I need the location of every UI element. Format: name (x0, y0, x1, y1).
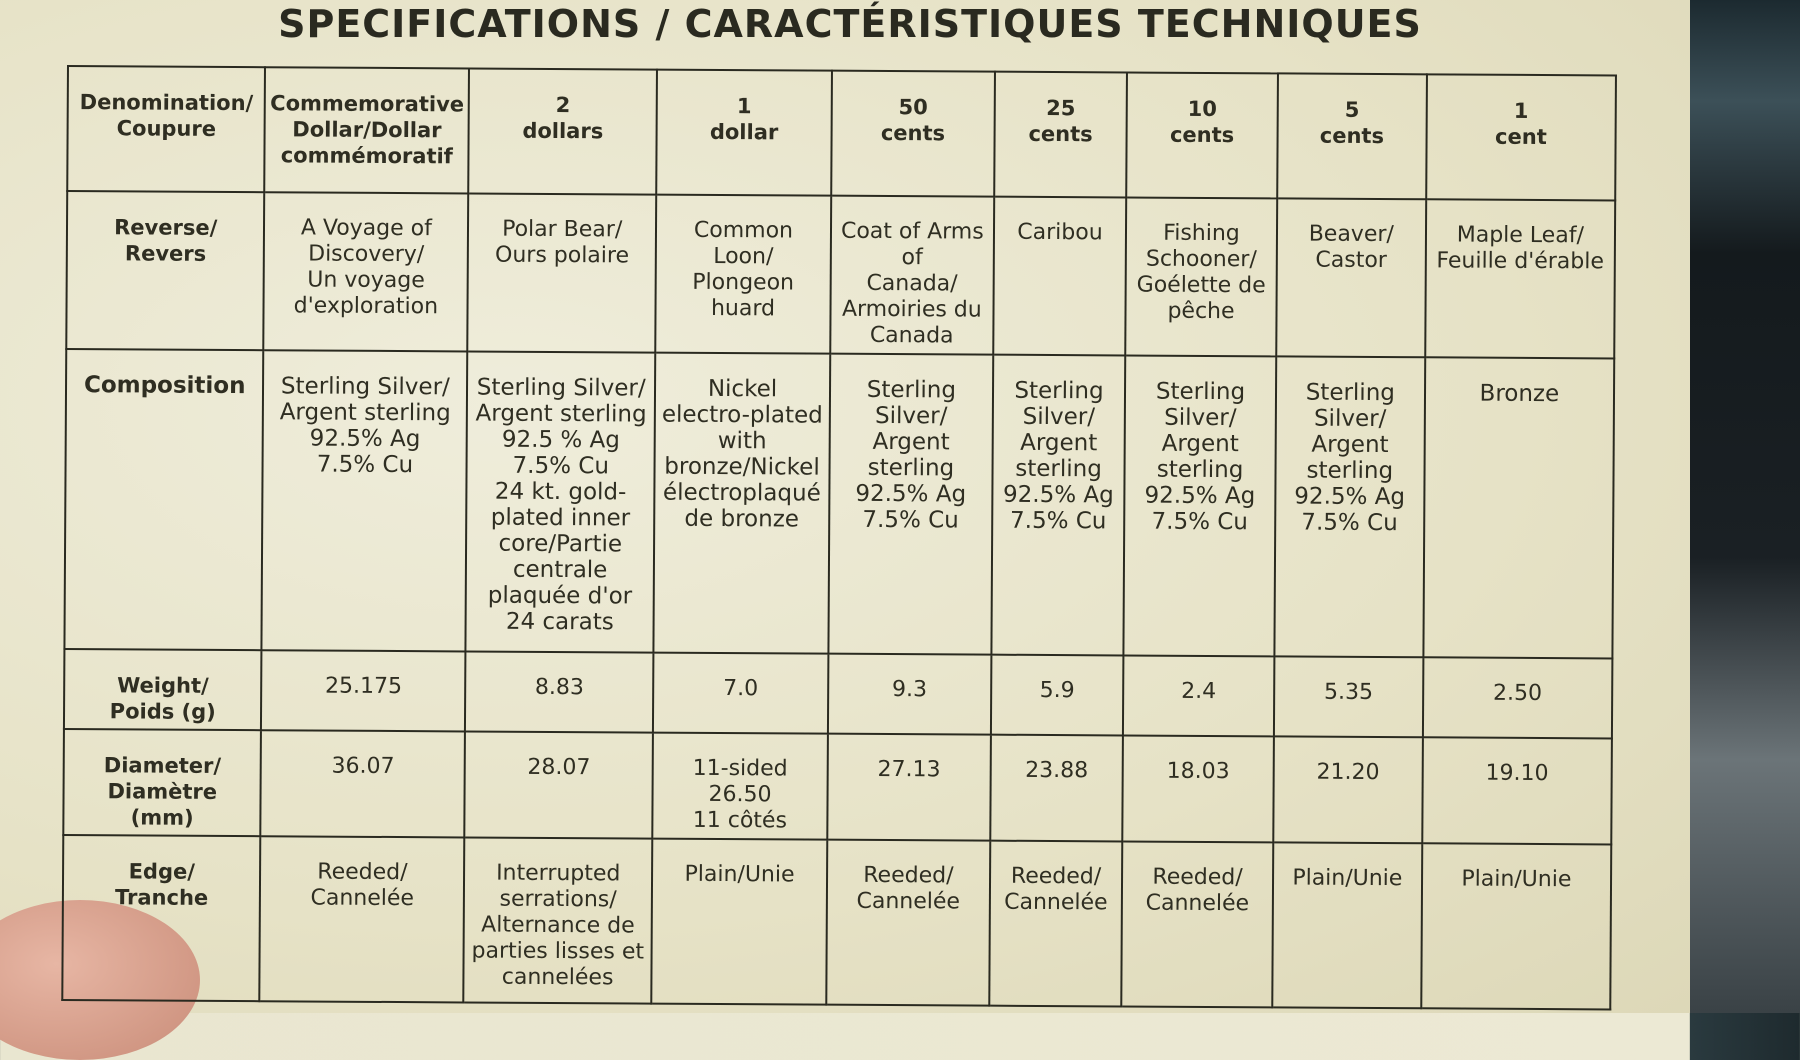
table-cell: Plain/Unie (1272, 842, 1423, 1009)
table-cell: 1 dollar (656, 69, 832, 196)
specifications-table: Denomination/ Coupure Commemorative Dolla… (61, 65, 1617, 1010)
table-cell: Sterling Silver/ Argent sterling 92.5% A… (1123, 355, 1277, 657)
table-cell: 9.3 (827, 653, 992, 735)
table-cell: Caribou (993, 196, 1127, 356)
table-cell: 28.07 (464, 731, 654, 839)
table-cell: 18.03 (1122, 735, 1274, 843)
table-cell: 8.83 (465, 651, 654, 733)
table-cell: Reeded/ Cannelée (1121, 841, 1274, 1008)
background (1690, 0, 1800, 1013)
table-cell: Nickel electro-plated with bronze/Nickel… (653, 352, 831, 654)
table-cell: Reeded/ Cannelée (259, 836, 465, 1003)
table-cell: 36.07 (260, 730, 466, 838)
row-label: Edge/ Tranche (62, 834, 261, 1002)
table-cell: 23.88 (990, 734, 1124, 842)
table-cell: 2.4 (1123, 655, 1275, 737)
table-cell: Maple Leaf/ Feuille d'érable (1424, 199, 1616, 359)
table-cell: Reeded/ Cannelée (989, 840, 1123, 1007)
table-cell: Common Loon/ Plongeon huard (655, 194, 832, 354)
table-cell: 19.10 (1422, 737, 1612, 845)
table-cell: Beaver/ Castor (1276, 198, 1426, 358)
table-cell: 5.35 (1273, 656, 1424, 738)
table-cell: 10 cents (1126, 72, 1278, 199)
row-label: Denomination/ Coupure (67, 66, 266, 193)
table-cell: Plain/Unie (1420, 843, 1612, 1010)
table-row-diameter: Diameter/ Diamètre (mm) 36.07 28.07 11-side… (63, 728, 1612, 845)
table-cell: 1 cent (1425, 74, 1616, 201)
table-cell: Sterling Silver/ Argent sterling 92.5% A… (1274, 356, 1425, 658)
table-cell: Polar Bear/ Ours polaire (467, 193, 657, 353)
table-row-edge: Edge/ Tranche Reeded/ Cannelée Interrupted… (62, 834, 1612, 1010)
table-cell: A Voyage of Discovery/ Un voyage d'explo… (263, 192, 469, 352)
table-cell: Plain/Unie (651, 838, 828, 1005)
table-cell: 50 cents (831, 70, 995, 197)
table-cell: Coat of Arms of Canada/ Armoiries du Can… (830, 195, 995, 355)
table-cell: Sterling Silver/ Argent sterling 92.5% A… (991, 354, 1126, 656)
table-row-composition: Composition Sterling Silver/ Argent sterl… (64, 349, 1615, 659)
paper-card (0, 0, 1690, 1013)
table-cell: 11-sided 26.50 11 côtés (652, 732, 828, 840)
table-cell: 5 cents (1277, 73, 1427, 200)
table-row-denomination: Denomination/ Coupure Commemorative Dolla… (67, 66, 1616, 201)
table-cell: Sterling Silver/ Argent sterling 92.5% A… (828, 353, 994, 655)
table-cell: 7.0 (653, 652, 829, 734)
table-cell: 25.175 (261, 650, 466, 732)
page-title: SPECIFICATIONS / CARACTÉRISTIQUES TECHNI… (278, 2, 1422, 46)
table-cell: Sterling Silver/ Argent sterling 92.5 % … (465, 351, 656, 653)
table-cell: Reeded/ Cannelée (826, 839, 991, 1006)
table-cell: 21.20 (1273, 736, 1423, 844)
table-cell: 27.13 (827, 733, 991, 841)
table-cell: 25 cents (994, 71, 1128, 198)
table-row-weight: Weight/ Poids (g) 25.175 8.83 7.0 9.3 5.9 2.4 5… (63, 648, 1613, 739)
table-cell: Bronze (1423, 357, 1615, 659)
row-label: Reverse/ Revers (66, 191, 265, 351)
row-label: Weight/ Poids (g) (63, 648, 262, 731)
table-cell: 2.50 (1422, 657, 1613, 739)
table-cell: Fishing Schooner/ Goélette de pêche (1125, 197, 1278, 357)
table-row-reverse: Reverse/ Revers A Voyage of Discovery/ Un… (66, 191, 1616, 359)
table-cell: 5.9 (990, 654, 1124, 736)
table-cell: 2 dollars (468, 68, 658, 195)
table-cell: Sterling Silver/ Argent sterling 92.5% A… (261, 350, 468, 652)
table-cell: Commemorative Dollar/Dollar commémoratif (264, 67, 470, 194)
row-label: Composition (64, 349, 264, 651)
row-label: Diameter/ Diamètre (mm) (63, 728, 262, 837)
table-cell: Interrupted serrations/ Alternance de pa… (463, 837, 653, 1004)
